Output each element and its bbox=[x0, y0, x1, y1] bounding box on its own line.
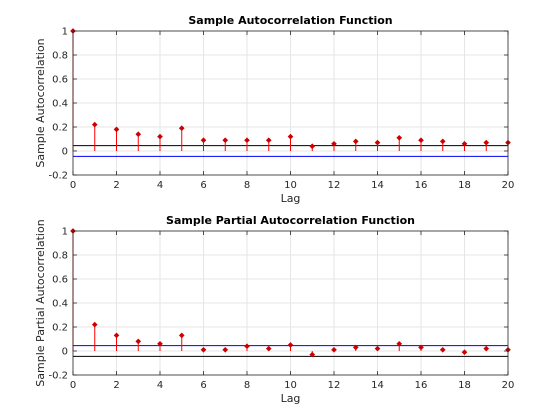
panel2-marker-lag-6 bbox=[200, 346, 207, 353]
panel2-xtick-label-10: 20 bbox=[502, 380, 515, 391]
panel1-xtick-label-8: 16 bbox=[415, 180, 428, 191]
panel2-marker-lag-13 bbox=[352, 344, 359, 351]
panel2-marker-lag-18 bbox=[461, 349, 468, 356]
panel2-marker-lag-3 bbox=[135, 338, 142, 345]
panel2-ytick-label-2: 0.2 bbox=[52, 323, 68, 334]
panel1-marker-lag-19 bbox=[483, 139, 490, 146]
panel1-xtick-label-10: 20 bbox=[502, 180, 515, 191]
panel1-marker-lag-5 bbox=[178, 125, 185, 132]
panel1-marker-lag-9 bbox=[265, 137, 272, 144]
panel2-marker-lag-5 bbox=[178, 332, 185, 339]
panel1-marker-lag-16 bbox=[418, 137, 424, 144]
panel1-marker-lag-17 bbox=[439, 138, 446, 145]
panel2-xtick-label-0: 0 bbox=[70, 380, 76, 391]
panel2-xtick-label-9: 18 bbox=[458, 380, 471, 391]
panel1-marker-lag-1 bbox=[91, 121, 98, 128]
panel2-marker-lag-2 bbox=[113, 332, 120, 339]
panel2-marker-lag-7 bbox=[222, 346, 229, 353]
panel1-marker-lag-12 bbox=[331, 140, 337, 147]
panel2-ytick-label-6: 1 bbox=[62, 227, 68, 238]
panel2-ytick-label-1: 0 bbox=[62, 347, 68, 358]
panel1-title: Sample Autocorrelation Function bbox=[188, 14, 392, 27]
panel2-marker-lag-1 bbox=[91, 321, 98, 328]
panel2-plot: 0 2 4 6 8 10 12 14 16 18 20-0.200.20.40.60.81Sampl… bbox=[34, 214, 514, 405]
panel1-ytick-label-3: 0.4 bbox=[52, 99, 68, 110]
panel2-marker-lag-14 bbox=[374, 345, 381, 352]
panel1-marker-lag-18 bbox=[461, 140, 468, 147]
panel2-title: Sample Partial Autocorrelation Function bbox=[166, 214, 415, 227]
panel1-ytick-label-2: 0.2 bbox=[52, 123, 68, 134]
panel2-xtick-label-4: 8 bbox=[244, 380, 250, 391]
panel1-xtick-label-7: 14 bbox=[371, 180, 384, 191]
panel2-marker-lag-10 bbox=[287, 342, 294, 348]
panel1-marker-lag-8 bbox=[244, 137, 250, 144]
panel1-xtick-label-3: 6 bbox=[200, 180, 206, 191]
panel2-marker-lag-17 bbox=[439, 346, 446, 353]
panel1-ytick-label-6: 1 bbox=[62, 27, 68, 38]
panel2-marker-lag-16 bbox=[418, 344, 424, 351]
panel1-marker-lag-11 bbox=[309, 143, 316, 150]
panel1-marker-lag-13 bbox=[352, 138, 359, 145]
panel2-xtick-label-3: 6 bbox=[200, 380, 206, 391]
panel2-marker-lag-12 bbox=[331, 346, 337, 353]
panel2-marker-lag-19 bbox=[483, 345, 490, 352]
panel1-xtick-label-2: 4 bbox=[157, 180, 163, 191]
panel2-marker-lag-11 bbox=[309, 351, 316, 358]
panel2-ylabel: Sample Partial Autocorrelation bbox=[34, 219, 47, 386]
panel1-xlabel: Lag bbox=[281, 192, 301, 205]
panel1-xtick-label-6: 12 bbox=[328, 180, 341, 191]
panel1-xtick-label-9: 18 bbox=[458, 180, 471, 191]
panel1-ytick-label-4: 0.6 bbox=[52, 75, 68, 86]
panel2-xtick-label-6: 12 bbox=[328, 380, 341, 391]
panel1-marker-lag-14 bbox=[374, 139, 381, 146]
panel2-marker-lag-4 bbox=[157, 340, 163, 347]
panel2-marker-lag-9 bbox=[265, 345, 272, 352]
panel1-xtick-label-1: 2 bbox=[113, 180, 119, 191]
panel1-ylabel: Sample Autocorrelation bbox=[34, 38, 47, 167]
panel2-xtick-label-2: 4 bbox=[157, 380, 163, 391]
panel1-marker-lag-7 bbox=[222, 137, 229, 144]
panel1-ytick-label-1: 0 bbox=[62, 147, 68, 158]
panel2-xtick-label-5: 10 bbox=[284, 380, 297, 391]
panel2-xtick-label-7: 14 bbox=[371, 380, 384, 391]
panel1-marker-lag-15 bbox=[396, 134, 403, 141]
panel1-marker-lag-4 bbox=[157, 133, 163, 140]
panel1-marker-lag-10 bbox=[287, 133, 294, 140]
panel2-marker-lag-15 bbox=[396, 340, 403, 347]
panel2-xlabel: Lag bbox=[281, 392, 301, 405]
panel2-marker-lag-8 bbox=[244, 343, 250, 350]
panel2-ytick-label-5: 0.8 bbox=[52, 251, 68, 262]
panel1-xtick-label-4: 8 bbox=[244, 180, 250, 191]
panel1-xtick-label-5: 10 bbox=[284, 180, 297, 191]
panel1-ytick-label-0: -0.2 bbox=[48, 171, 68, 182]
panel1-marker-lag-3 bbox=[135, 131, 142, 138]
panel1-marker-lag-6 bbox=[200, 137, 207, 144]
panel1-plot: 0 2 4 6 8 10 12 14 16 18 20-0.200.20.40.60.81Sampl… bbox=[34, 14, 514, 205]
panel2-xtick-label-8: 16 bbox=[415, 380, 428, 391]
panel1-ytick-label-5: 0.8 bbox=[52, 51, 68, 62]
panel1-xtick-label-0: 0 bbox=[70, 180, 76, 191]
panel1-marker-lag-2 bbox=[113, 126, 120, 133]
panel2-ytick-label-3: 0.4 bbox=[52, 299, 68, 310]
panel2-xtick-label-1: 2 bbox=[113, 380, 119, 391]
panel2-ytick-label-0: -0.2 bbox=[48, 371, 68, 382]
panel2-ytick-label-4: 0.6 bbox=[52, 275, 68, 286]
